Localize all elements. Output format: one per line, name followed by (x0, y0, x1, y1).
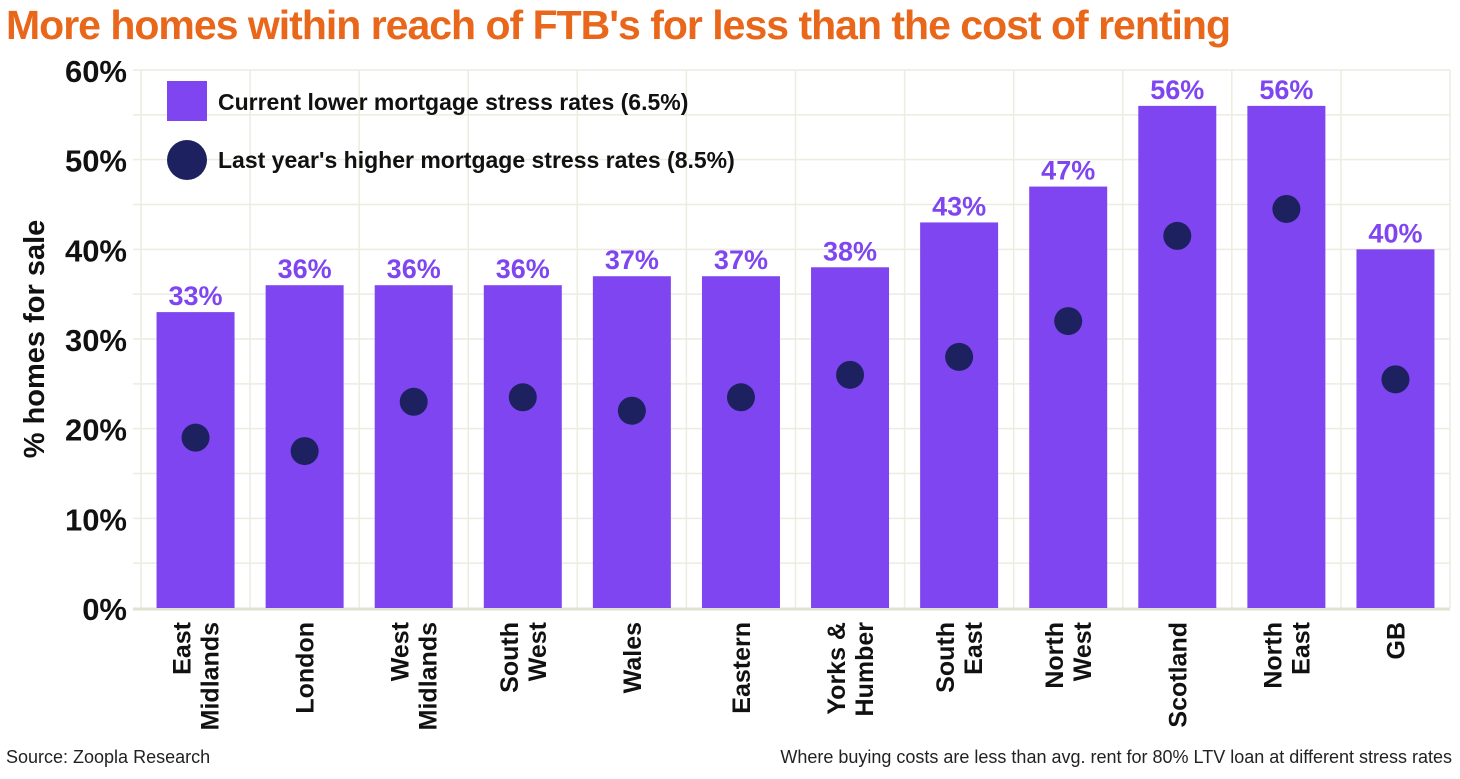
bar-value-label: 43% (932, 191, 986, 221)
bar-value-label: 36% (278, 254, 332, 284)
x-tick-label-line: West (387, 621, 415, 681)
data-point (836, 360, 865, 389)
bar (920, 222, 999, 608)
x-tick-label-line: South (932, 622, 960, 693)
bar-value-label: 33% (169, 281, 223, 311)
x-tick-label-line: South (496, 622, 524, 693)
x-tick-label-line: North (1259, 622, 1287, 689)
x-tick-label: EastMidlands (169, 621, 225, 730)
data-point (726, 383, 755, 412)
x-tick-label-line: East (169, 621, 197, 674)
x-tick-label-line: Wales (619, 622, 647, 693)
x-tick-label: Eastern (728, 622, 756, 714)
y-tick-label: 20% (65, 413, 127, 448)
x-tick-label-line: Scotland (1164, 622, 1192, 728)
x-tick-label: London (292, 622, 320, 714)
bar-value-label: 37% (605, 245, 659, 275)
x-tick-label: Wales (619, 622, 647, 693)
x-tick-label-line: Humber (851, 622, 879, 717)
x-tick-label: NorthEast (1259, 621, 1315, 688)
y-tick-label: 10% (65, 502, 127, 537)
data-point (617, 396, 646, 425)
x-tick-label-line: Yorks & (823, 622, 851, 715)
x-tick-label: NorthWest (1041, 621, 1097, 688)
y-tick-label: 60% (65, 54, 127, 89)
bar-value-label: 36% (496, 254, 550, 284)
bar-value-label: 40% (1368, 218, 1422, 248)
bar-value-label: 36% (387, 254, 441, 284)
x-tick-label-line: North (1041, 622, 1069, 689)
data-point (508, 383, 537, 412)
bar-value-label: 38% (823, 236, 877, 266)
x-tick-label: Yorks &Humber (823, 622, 879, 717)
legend-label: Current lower mortgage stress rates (6.5… (218, 89, 688, 115)
footnote: Where buying costs are less than avg. re… (780, 747, 1452, 767)
data-point (1381, 365, 1410, 394)
y-tick-label: 50% (65, 144, 127, 179)
y-tick-label: 40% (65, 233, 127, 268)
data-point (1054, 307, 1083, 336)
bar (811, 267, 890, 608)
bar-value-label: 56% (1259, 75, 1313, 105)
x-tick-label-line: East (960, 621, 988, 674)
bar (1029, 186, 1108, 609)
bar (374, 285, 453, 608)
legend-swatch-dot (167, 140, 207, 180)
bar-value-label: 56% (1150, 75, 1204, 105)
x-tick-label: SouthWest (496, 621, 552, 692)
data-point (1163, 221, 1192, 250)
bar (1247, 105, 1326, 608)
data-point (399, 387, 428, 416)
bar (483, 285, 562, 608)
bar-value-label: 37% (714, 245, 768, 275)
bar (156, 312, 235, 608)
x-tick-label-line: Eastern (728, 622, 756, 714)
legend-swatch-bar (167, 81, 207, 121)
y-tick-label: 0% (82, 592, 127, 627)
data-point (945, 342, 974, 371)
x-tick-label: WestMidlands (387, 621, 443, 730)
bar (1138, 105, 1217, 608)
x-tick-label-line: East (1287, 621, 1315, 674)
x-tick-label-line: Midlands (197, 622, 225, 730)
x-tick-label: SouthEast (932, 621, 988, 692)
x-tick-label: GB (1382, 622, 1410, 660)
x-tick-label-line: West (524, 621, 552, 681)
bar (701, 276, 780, 608)
x-tick-label-line: Midlands (415, 622, 443, 730)
bar (1356, 249, 1435, 609)
data-point (290, 437, 319, 466)
chart-title: More homes within reach of FTB's for les… (6, 2, 1231, 48)
x-tick-label-line: London (292, 622, 320, 714)
bar-value-label: 47% (1041, 156, 1095, 186)
data-point (1272, 194, 1301, 223)
x-tick-label: Scotland (1164, 622, 1192, 728)
x-tick-label-line: West (1069, 621, 1097, 681)
y-tick-label: 30% (65, 323, 127, 358)
y-axis-label: % homes for sale (19, 220, 51, 459)
data-point (181, 423, 210, 452)
source-note: Source: Zoopla Research (6, 747, 211, 767)
bar (592, 276, 671, 608)
x-tick-label-line: GB (1382, 622, 1410, 660)
legend-label: Last year's higher mortgage stress rates… (218, 147, 735, 173)
